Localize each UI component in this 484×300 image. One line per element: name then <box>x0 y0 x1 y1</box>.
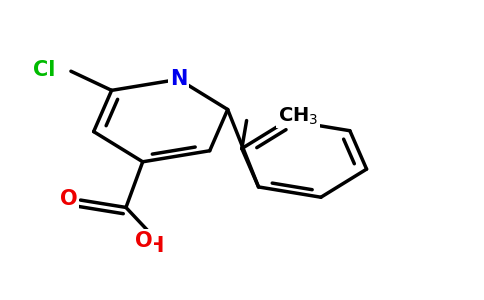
Text: H: H <box>146 236 164 256</box>
Text: O: O <box>60 189 77 208</box>
Text: N: N <box>170 69 187 89</box>
Text: O: O <box>135 231 152 251</box>
Text: Cl: Cl <box>33 60 56 80</box>
Text: CH$_3$: CH$_3$ <box>278 106 318 127</box>
